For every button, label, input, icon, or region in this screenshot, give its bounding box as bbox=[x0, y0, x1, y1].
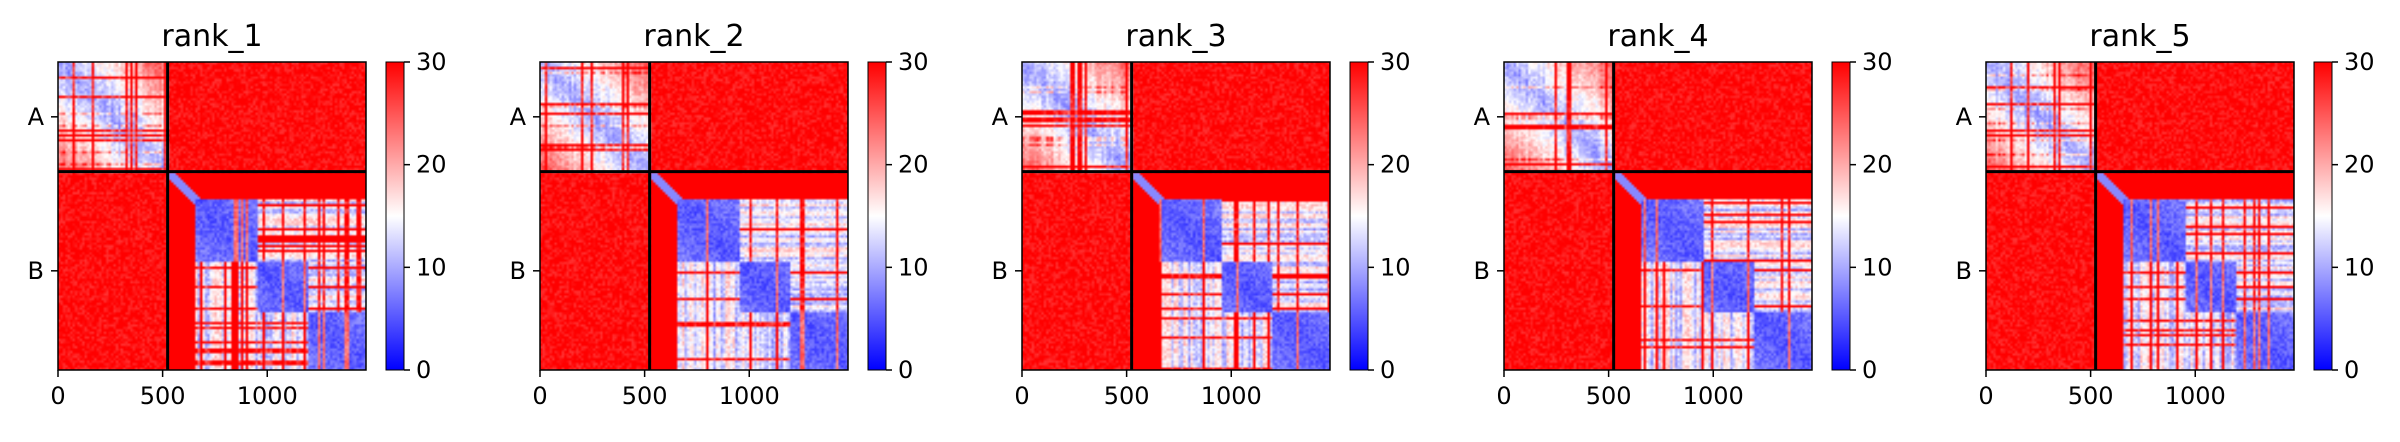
x-tick-label: 1000 bbox=[719, 382, 780, 410]
colorbar-tick-label: 10 bbox=[2344, 253, 2375, 281]
panel-4: rank_4 0 500 1000 A B 0 10 20 30 bbox=[1474, 19, 1893, 410]
plot-frame bbox=[57, 61, 367, 371]
y-tick-label: A bbox=[510, 103, 527, 131]
heatmap-image bbox=[540, 62, 848, 370]
panel-5: rank_5 0 500 1000 A B 0 10 20 30 bbox=[1956, 19, 2375, 410]
x-tick-label: 1000 bbox=[2165, 382, 2226, 410]
y-tick-label: A bbox=[28, 103, 45, 131]
colorbar-tick-label: 0 bbox=[898, 356, 913, 384]
y-tick-label: B bbox=[510, 257, 526, 285]
y-tick-label: A bbox=[992, 103, 1009, 131]
colorbar-tick-label: 20 bbox=[2344, 151, 2375, 179]
x-tick-label: 500 bbox=[622, 382, 668, 410]
colorbar bbox=[385, 61, 405, 371]
colorbar bbox=[1349, 61, 1369, 371]
x-tick-label: 1000 bbox=[1201, 382, 1262, 410]
panel-title: rank_3 bbox=[1125, 19, 1226, 54]
colorbar-tick-label: 10 bbox=[1862, 253, 1893, 281]
y-tick-label: B bbox=[992, 257, 1008, 285]
heatmap-image bbox=[1504, 62, 1812, 370]
colorbar bbox=[2313, 61, 2333, 371]
x-tick-label: 1000 bbox=[1683, 382, 1744, 410]
colorbar-tick-label: 10 bbox=[898, 253, 929, 281]
x-tick-label: 500 bbox=[1586, 382, 1632, 410]
y-tick-label: B bbox=[1956, 257, 1972, 285]
x-tick-label: 1000 bbox=[237, 382, 298, 410]
y-tick-label: A bbox=[1956, 103, 1973, 131]
colorbar-tick-label: 30 bbox=[1380, 48, 1411, 76]
colorbar-tick-label: 0 bbox=[1862, 356, 1877, 384]
panel-title: rank_5 bbox=[2089, 19, 2190, 54]
colorbar-tick-label: 20 bbox=[898, 151, 929, 179]
colorbar-tick-label: 10 bbox=[416, 253, 447, 281]
heatmap-image bbox=[1022, 62, 1330, 370]
panel-title: rank_4 bbox=[1607, 19, 1708, 54]
colorbar-tick-label: 30 bbox=[2344, 48, 2375, 76]
x-tick-label: 0 bbox=[1496, 382, 1511, 410]
x-tick-label: 0 bbox=[532, 382, 547, 410]
plot-frame bbox=[1985, 61, 2295, 371]
x-tick-label: 0 bbox=[50, 382, 65, 410]
colorbar-tick-label: 0 bbox=[2344, 356, 2359, 384]
panel-2: rank_2 0 500 1000 A B 0 10 20 30 bbox=[510, 19, 929, 410]
colorbar-tick-label: 20 bbox=[1380, 151, 1411, 179]
colorbar-tick-label: 0 bbox=[1380, 356, 1395, 384]
colorbar bbox=[867, 61, 887, 371]
colorbar-tick-label: 30 bbox=[1862, 48, 1893, 76]
y-tick-label: A bbox=[1474, 103, 1491, 131]
x-tick-label: 500 bbox=[2068, 382, 2114, 410]
colorbar-tick-label: 10 bbox=[1380, 253, 1411, 281]
panel-title: rank_2 bbox=[643, 19, 744, 54]
colorbar-tick-label: 20 bbox=[1862, 151, 1893, 179]
y-tick-label: B bbox=[28, 257, 44, 285]
colorbar-tick-label: 30 bbox=[416, 48, 447, 76]
colorbar-tick-label: 30 bbox=[898, 48, 929, 76]
y-tick-label: B bbox=[1474, 257, 1490, 285]
colorbar bbox=[1831, 61, 1851, 371]
plot-frame bbox=[1021, 61, 1331, 371]
colorbar-tick-label: 20 bbox=[416, 151, 447, 179]
plot-frame bbox=[539, 61, 849, 371]
panel-3: rank_3 0 500 1000 A B 0 10 20 30 bbox=[992, 19, 1411, 410]
colorbar-tick-label: 0 bbox=[416, 356, 431, 384]
heatmap-image bbox=[1986, 62, 2294, 370]
panel-1: rank_1 0 500 1000 A B 0 10 20 30 bbox=[28, 19, 447, 410]
x-tick-label: 0 bbox=[1978, 382, 1993, 410]
x-tick-label: 0 bbox=[1014, 382, 1029, 410]
x-tick-label: 500 bbox=[1104, 382, 1150, 410]
heatmap-image bbox=[58, 62, 366, 370]
x-tick-label: 500 bbox=[140, 382, 186, 410]
plot-frame bbox=[1503, 61, 1813, 371]
panel-title: rank_1 bbox=[161, 19, 262, 54]
